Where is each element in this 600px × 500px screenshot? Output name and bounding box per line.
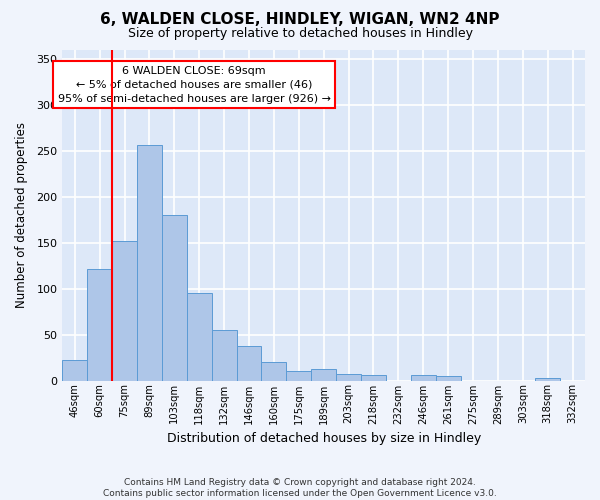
Bar <box>187 294 212 380</box>
Text: 6 WALDEN CLOSE: 69sqm
← 5% of detached houses are smaller (46)
95% of semi-detac: 6 WALDEN CLOSE: 69sqm ← 5% of detached h… <box>58 66 331 104</box>
Text: Contains HM Land Registry data © Crown copyright and database right 2024.
Contai: Contains HM Land Registry data © Crown c… <box>103 478 497 498</box>
Bar <box>87 268 112 380</box>
Bar <box>137 144 162 380</box>
Bar <box>535 378 560 380</box>
Bar <box>336 374 361 380</box>
Bar <box>286 372 311 380</box>
Bar <box>436 376 461 380</box>
X-axis label: Distribution of detached houses by size in Hindley: Distribution of detached houses by size … <box>167 432 481 445</box>
Bar <box>311 370 336 380</box>
Bar <box>361 375 386 380</box>
Bar <box>62 360 87 380</box>
Bar <box>162 216 187 380</box>
Text: Size of property relative to detached houses in Hindley: Size of property relative to detached ho… <box>128 28 473 40</box>
Bar <box>262 362 286 380</box>
Bar <box>112 241 137 380</box>
Bar <box>236 346 262 380</box>
Text: 6, WALDEN CLOSE, HINDLEY, WIGAN, WN2 4NP: 6, WALDEN CLOSE, HINDLEY, WIGAN, WN2 4NP <box>100 12 500 28</box>
Y-axis label: Number of detached properties: Number of detached properties <box>15 122 28 308</box>
Bar <box>212 330 236 380</box>
Bar <box>411 375 436 380</box>
